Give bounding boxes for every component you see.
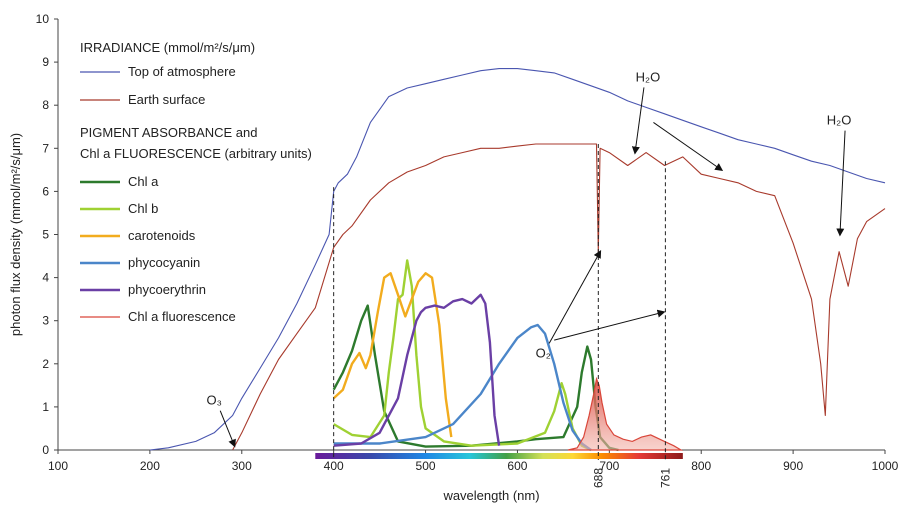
x-tick-label: 800 bbox=[691, 459, 711, 473]
annotation-arrow bbox=[219, 410, 236, 448]
series-phycoerythrin bbox=[333, 293, 501, 447]
annotation-arrow bbox=[554, 309, 666, 341]
visible-spectrum-bar bbox=[315, 453, 683, 459]
series-chl-a-fluorescence bbox=[567, 376, 684, 451]
annotation-arrow bbox=[631, 87, 645, 155]
legend-entry: Earth surface bbox=[128, 92, 205, 107]
x-tick-label: 100 bbox=[48, 459, 68, 473]
y-tick-label: 8 bbox=[42, 98, 49, 112]
annotation-label: O₃ bbox=[207, 393, 222, 408]
legend-heading-pigment: PIGMENT ABSORBANCE and bbox=[80, 125, 258, 140]
y-tick-label: 1 bbox=[42, 400, 49, 414]
series-earth-surface bbox=[232, 143, 886, 451]
legend-heading-irradiance: IRRADIANCE (mmol/m²/s/μm) bbox=[80, 40, 255, 55]
legend-entry: Chl a bbox=[128, 174, 159, 189]
y-axis-label: photon flux density (mmol/m²/s/μm) bbox=[8, 133, 23, 336]
y-tick-label: 5 bbox=[42, 228, 49, 242]
legend-entry: Chl a fluorescence bbox=[128, 309, 236, 324]
marker-label: 688 bbox=[591, 468, 605, 488]
x-tick-label: 200 bbox=[140, 459, 160, 473]
series-phycocyanin bbox=[333, 323, 592, 451]
annotation-arrow bbox=[836, 130, 846, 237]
annotation-label: O₂ bbox=[536, 345, 551, 360]
y-tick-label: 10 bbox=[36, 12, 50, 26]
y-tick-label: 6 bbox=[42, 184, 49, 198]
y-tick-label: 9 bbox=[42, 55, 49, 69]
legend-entry: phycoerythrin bbox=[128, 282, 206, 297]
legend-entry: Chl b bbox=[128, 201, 158, 216]
x-tick-label: 400 bbox=[324, 459, 344, 473]
legend-entry: Top of atmosphere bbox=[128, 64, 236, 79]
series-top-of-atmosphere bbox=[149, 68, 886, 451]
x-tick-label: 700 bbox=[599, 459, 619, 473]
series-carotenoids bbox=[332, 272, 453, 438]
y-tick-label: 7 bbox=[42, 141, 49, 155]
x-tick-label: 1000 bbox=[872, 459, 899, 473]
annotation-arrow bbox=[653, 122, 724, 171]
legend-heading-pigment-2: Chl a FLUORESCENCE (arbitrary units) bbox=[80, 146, 312, 161]
legend-entry: carotenoids bbox=[128, 228, 196, 243]
legend-entry: phycocyanin bbox=[128, 255, 200, 270]
y-tick-label: 4 bbox=[42, 271, 49, 285]
annotation-label: H₂O bbox=[636, 69, 661, 84]
x-tick-label: 500 bbox=[416, 459, 436, 473]
annotation-label: H₂O bbox=[827, 113, 852, 128]
x-tick-label: 600 bbox=[507, 459, 527, 473]
y-tick-label: 3 bbox=[42, 314, 49, 328]
y-tick-label: 2 bbox=[42, 357, 49, 371]
marker-label: 761 bbox=[658, 468, 672, 488]
annotation-arrow bbox=[548, 249, 602, 344]
x-tick-label: 300 bbox=[232, 459, 252, 473]
series-chl-b bbox=[333, 259, 592, 452]
y-tick-label: 0 bbox=[42, 443, 49, 457]
x-axis-label: wavelength (nm) bbox=[442, 488, 539, 503]
x-tick-label: 900 bbox=[783, 459, 803, 473]
